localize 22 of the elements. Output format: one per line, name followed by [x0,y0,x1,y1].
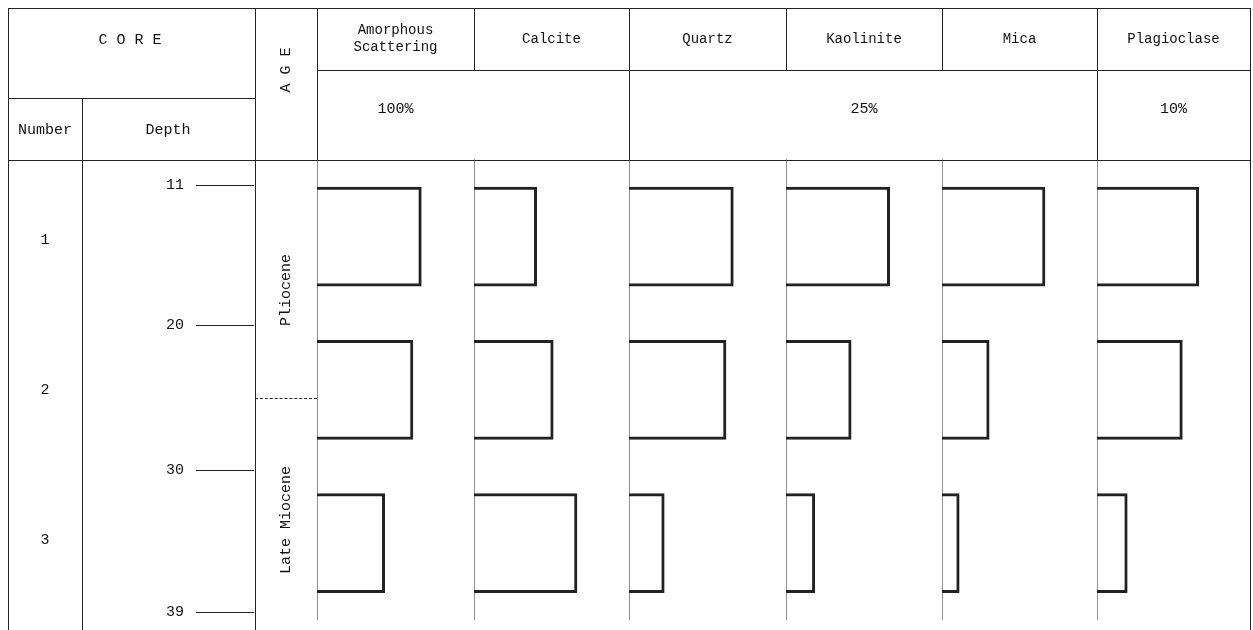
text: Depth [145,121,191,139]
chart-title: Amorphous Scattering [353,22,438,56]
text: Late Miocene [277,465,295,575]
text: Pliocene [277,253,295,327]
text: Number [17,121,73,139]
text: 11 [165,176,185,194]
text: 39 [165,603,185,621]
x-axis-title: 10% [1159,100,1188,118]
chart-title: Calcite [522,30,581,47]
text: C O R E [98,31,162,49]
text: 3 [40,531,50,549]
text: 30 [165,461,185,479]
x-axis-title: 100% [377,100,415,118]
text: 2 [40,381,50,399]
chart-title: Plagioclase [1127,30,1220,47]
text: 1 [40,231,50,249]
chart-title: Kaolinite [826,30,902,47]
text: 20 [165,316,185,334]
x-axis-title: 25% [850,100,879,118]
chart-title: Quartz [682,30,733,47]
text: A G E [277,47,295,93]
chart-title: Mica [1002,30,1037,47]
